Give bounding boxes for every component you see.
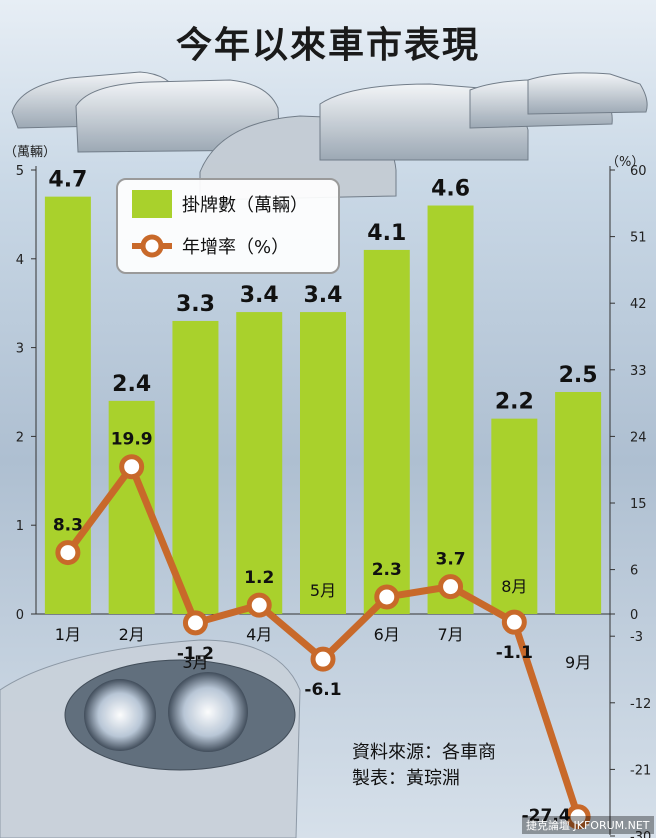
growth-rate-label: 19.9 bbox=[111, 430, 153, 450]
left-axis-tick-label: 4 bbox=[16, 253, 24, 268]
right-axis-tick-label: 33 bbox=[630, 364, 647, 379]
left-axis-tick-label: 1 bbox=[16, 519, 24, 534]
bar bbox=[363, 249, 410, 615]
right-axis-tick-label: -30 bbox=[630, 830, 651, 838]
right-axis-tick-label: 0 bbox=[630, 608, 638, 623]
right-axis-tick-label: -21 bbox=[630, 763, 651, 778]
bar bbox=[236, 312, 283, 614]
chart-title: 今年以來車市表現 bbox=[175, 25, 480, 66]
right-axis-tick-label: 6 bbox=[630, 564, 638, 579]
left-axis-tick-label: 2 bbox=[16, 430, 24, 445]
legend-swatch-line bbox=[132, 234, 172, 258]
left-axis-tick-label: 0 bbox=[16, 608, 24, 623]
source-note: 資料來源：各車商 製表：黃琮淵 bbox=[352, 740, 496, 792]
right-axis-unit: （%） bbox=[606, 155, 644, 170]
category-label: 9月 bbox=[565, 653, 591, 672]
growth-rate-label: 2.3 bbox=[372, 560, 402, 580]
bar-value-label: 3.4 bbox=[240, 283, 279, 308]
growth-rate-label: -27.4 bbox=[522, 806, 571, 826]
growth-rate-point bbox=[246, 592, 272, 618]
left-axis-tick-label: 3 bbox=[16, 342, 24, 357]
growth-rate-point bbox=[565, 804, 591, 830]
legend-item-line: 年增率（%） bbox=[132, 232, 289, 260]
growth-rate-point bbox=[438, 574, 464, 600]
growth-rate-label: -6.1 bbox=[304, 680, 341, 700]
growth-rate-label: -1.1 bbox=[496, 643, 533, 663]
right-axis-tick-label: -3 bbox=[630, 630, 643, 645]
legend-item-bars: 掛牌數（萬輛） bbox=[132, 190, 308, 218]
category-label: 5月 bbox=[310, 581, 336, 600]
growth-rate-label: -1.2 bbox=[177, 644, 214, 664]
bar bbox=[172, 320, 219, 614]
bar bbox=[555, 392, 602, 614]
bar-value-label: 3.3 bbox=[176, 292, 215, 317]
right-axis-tick-label: -12 bbox=[630, 697, 651, 712]
category-label: 7月 bbox=[437, 625, 463, 644]
right-axis-tick-label: 51 bbox=[630, 231, 647, 246]
growth-rate-label: 3.7 bbox=[435, 550, 465, 570]
watermark: 捷克論壇 JKFORUM.NET bbox=[522, 816, 654, 834]
category-label: 1月 bbox=[55, 625, 81, 644]
growth-rate-point bbox=[310, 646, 336, 672]
left-axis-tick-label: 5 bbox=[16, 164, 24, 179]
author-line: 製表：黃琮淵 bbox=[352, 768, 460, 789]
category-label: 8月 bbox=[501, 577, 527, 596]
growth-rate-point bbox=[119, 454, 145, 480]
bar bbox=[427, 205, 474, 614]
growth-rate-point bbox=[501, 609, 527, 635]
right-axis-tick-label: 24 bbox=[630, 430, 647, 445]
legend-swatch-bar bbox=[132, 190, 172, 218]
growth-rate-point bbox=[55, 540, 81, 566]
left-axis-unit: （萬輛） bbox=[4, 145, 56, 160]
growth-rate-point bbox=[182, 610, 208, 636]
growth-rate-label: 8.3 bbox=[53, 516, 83, 536]
bar-value-label: 2.5 bbox=[559, 363, 598, 388]
legend-label-bars: 掛牌數（萬輛） bbox=[182, 195, 308, 216]
growth-rate-label: 1.2 bbox=[244, 568, 274, 588]
source-line: 資料來源：各車商 bbox=[352, 742, 496, 763]
bar-value-label: 2.2 bbox=[495, 390, 534, 415]
category-label: 3月 bbox=[182, 653, 208, 672]
growth-rate-point bbox=[374, 584, 400, 610]
legend: 掛牌數（萬輛） 年增率（%） bbox=[116, 178, 340, 274]
bar-value-label: 4.1 bbox=[367, 221, 406, 246]
right-axis-tick-label: 60 bbox=[630, 164, 647, 179]
category-label: 2月 bbox=[119, 625, 145, 644]
right-axis-tick-label: 42 bbox=[630, 297, 647, 312]
right-axis-tick-label: 15 bbox=[630, 497, 647, 512]
bar-value-label: 4.7 bbox=[48, 168, 87, 193]
bar-value-label: 2.4 bbox=[112, 372, 151, 397]
bar bbox=[491, 418, 538, 614]
legend-label-line: 年增率（%） bbox=[182, 237, 290, 258]
bar-value-label: 3.4 bbox=[304, 283, 343, 308]
bar bbox=[300, 312, 346, 614]
bar-value-label: 4.6 bbox=[431, 177, 470, 202]
category-label: 6月 bbox=[374, 625, 400, 644]
category-label: 4月 bbox=[246, 625, 272, 644]
